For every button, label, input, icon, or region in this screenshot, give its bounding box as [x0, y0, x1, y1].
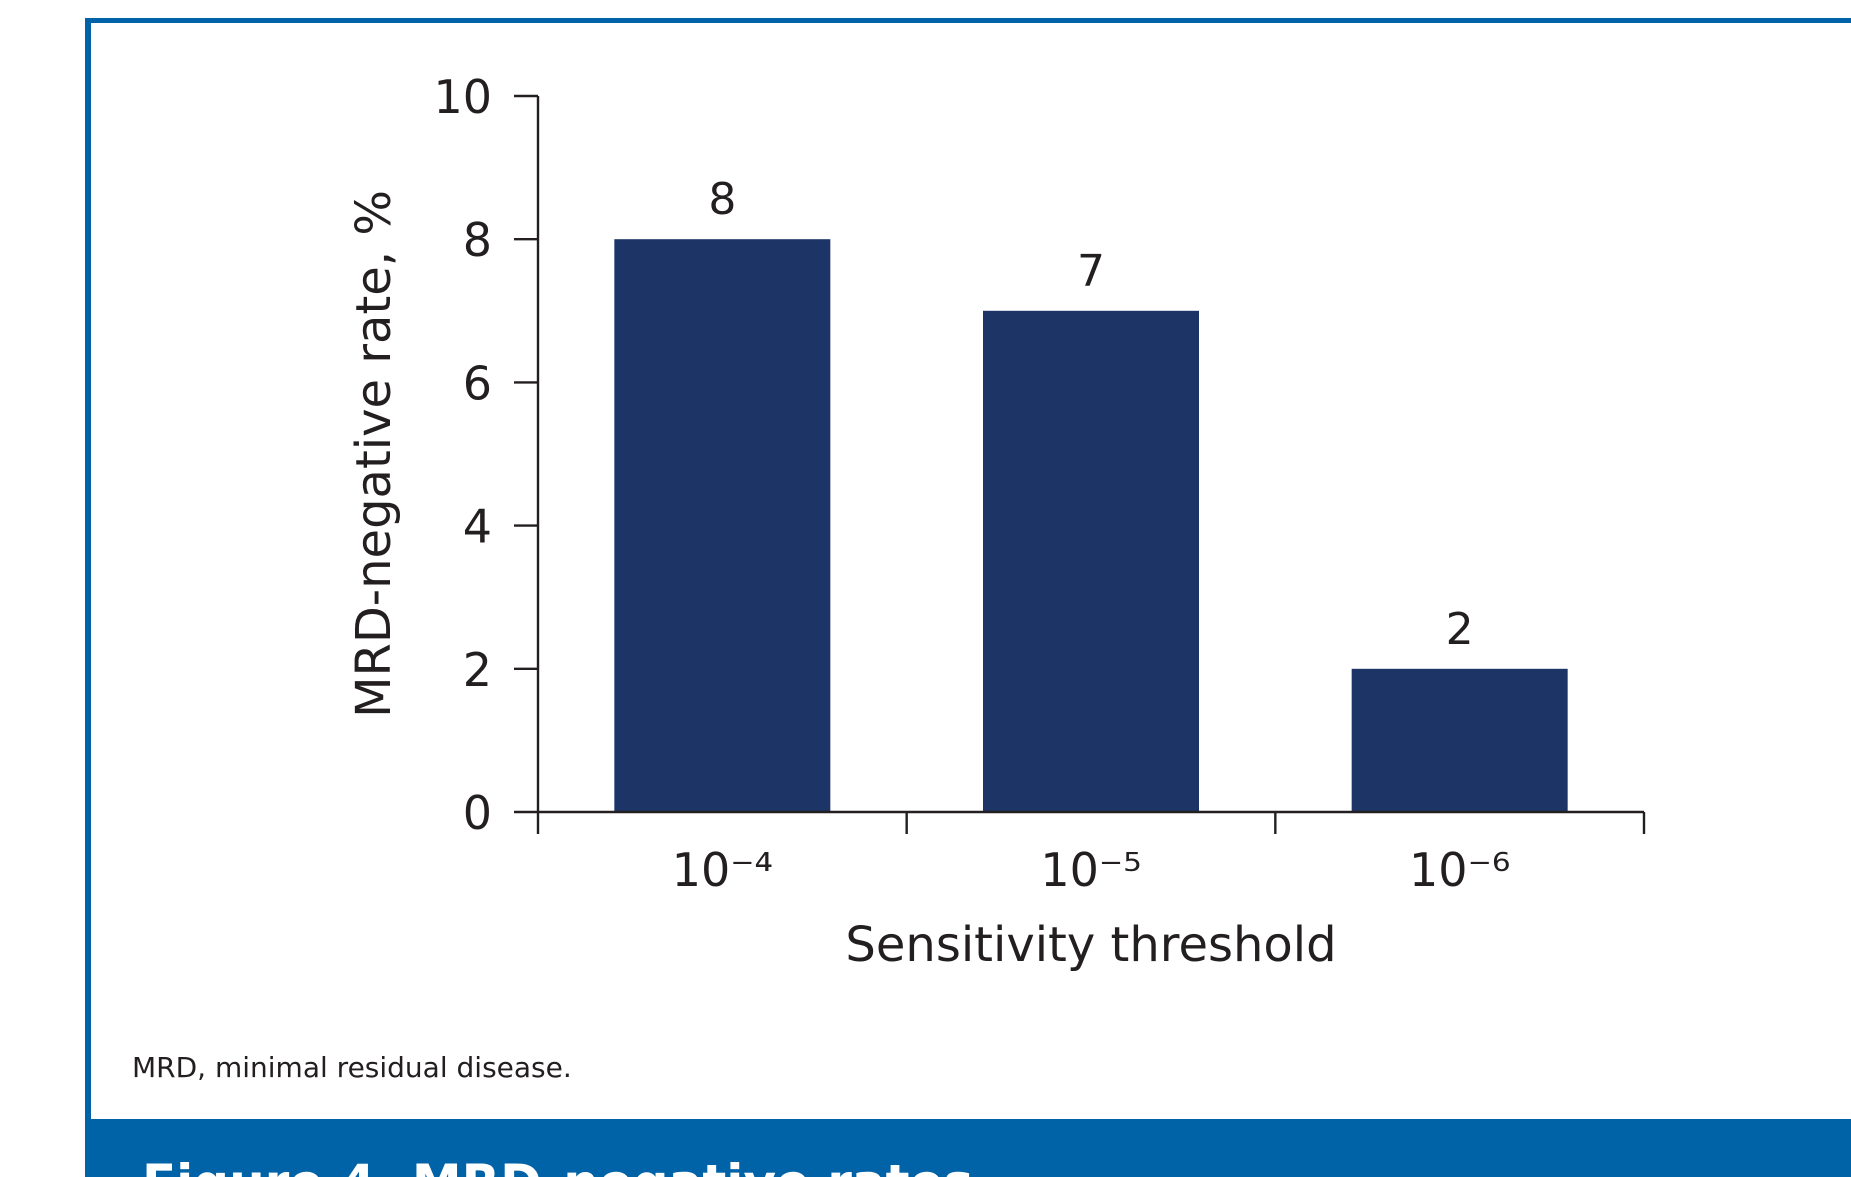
bar — [1351, 668, 1568, 812]
y-tick-label: 2 — [463, 643, 492, 697]
y-tick-label: 0 — [463, 786, 492, 840]
x-axis-title: Sensitivity threshold — [845, 917, 1336, 973]
bar — [614, 239, 831, 812]
caption-banner — [85, 1119, 1851, 1177]
data-label: 7 — [1077, 246, 1105, 297]
caption: Figure 4. MRD-negative rates — [142, 1154, 973, 1177]
y-tick-label: 4 — [463, 500, 492, 554]
y-tick-label: 8 — [463, 213, 492, 267]
y-tick-label: 10 — [433, 70, 492, 124]
data-label: 8 — [708, 174, 736, 225]
frame-left — [85, 18, 91, 1128]
frame-top — [85, 18, 1851, 23]
x-tick-label: 10⁻⁵ — [1040, 843, 1141, 897]
bar — [983, 310, 1199, 812]
plot: 0 2 4 6 8 10 8 10⁻⁴ 7 10⁻⁵ 2 10⁻⁶ — [433, 70, 1646, 897]
y-tick-label: 6 — [463, 356, 492, 410]
x-tick-label: 10⁻⁴ — [672, 843, 773, 897]
y-axis-title: MRD-negative rate, % — [346, 190, 402, 718]
data-label: 2 — [1446, 604, 1474, 655]
x-tick-label: 10⁻⁶ — [1409, 843, 1510, 897]
footnote: MRD, minimal residual disease. — [132, 1051, 572, 1084]
